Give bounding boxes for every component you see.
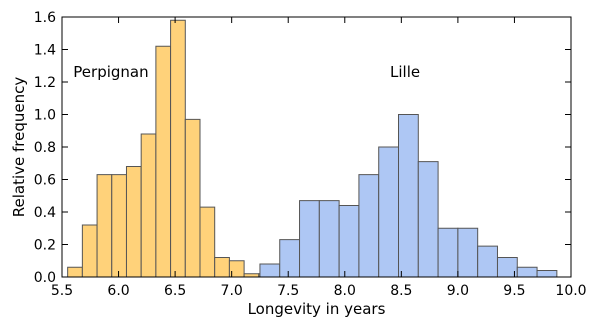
lille-bar <box>417 161 439 278</box>
x-tick-label: 8.0 <box>334 283 356 299</box>
lille-bar <box>457 227 479 278</box>
perpignan-bar <box>170 19 186 278</box>
lille-bar <box>358 174 380 278</box>
y-tick-label: 0.6 <box>34 173 56 189</box>
x-tick-label: 9.5 <box>503 283 525 299</box>
lille-bar <box>398 114 419 278</box>
x-tick-label: 10.0 <box>555 283 586 299</box>
lille-bar <box>299 200 320 278</box>
y-tick-label: 0.2 <box>34 238 56 254</box>
perpignan-bar <box>96 174 113 278</box>
lille-bar <box>536 270 558 278</box>
axis-ticks: 5.5 6.0 6.5 7.0 7.5 8.0 8.5 9.0 9.5 10.0 0.0 0.2 0.4… <box>34 10 587 299</box>
y-tick-label: 1.6 <box>34 10 56 26</box>
y-tick-label: 0.0 <box>34 270 56 286</box>
x-tick-label: 8.5 <box>390 283 412 299</box>
x-tick-label: 6.5 <box>164 283 186 299</box>
y-tick-label: 0.4 <box>34 205 56 221</box>
perpignan-bar <box>140 133 157 278</box>
x-tick-label: 5.5 <box>51 283 73 299</box>
perpignan-bar <box>111 174 127 278</box>
perpignan-bar <box>199 206 216 278</box>
y-tick-label: 0.8 <box>34 140 56 156</box>
perpignan-bar <box>67 266 83 278</box>
lille-label: Lille <box>390 63 420 81</box>
y-tick-label: 1.0 <box>34 108 56 124</box>
x-tick-label: 7.5 <box>277 283 299 299</box>
perpignan-bar <box>125 166 142 278</box>
perpignan-bar <box>184 118 201 278</box>
bars-layer <box>67 19 558 278</box>
y-axis-label: Relative frequency <box>10 77 28 218</box>
perpignan-bar <box>155 45 172 278</box>
x-tick-label: 9.0 <box>447 283 469 299</box>
lille-bar <box>378 146 400 278</box>
lille-bar <box>338 205 360 278</box>
lille-bar <box>279 239 301 278</box>
x-tick-label: 6.0 <box>107 283 129 299</box>
lille-bar <box>259 263 281 278</box>
perpignan-label: Perpignan <box>73 63 148 81</box>
x-tick-label: 7.0 <box>221 283 243 299</box>
lille-bar <box>477 245 498 278</box>
perpignan-bar <box>81 224 98 278</box>
perpignan-bar <box>214 257 230 278</box>
lille-bar <box>318 200 340 278</box>
lille-bar <box>516 266 538 278</box>
y-tick-label: 1.2 <box>34 75 56 91</box>
lille-bar <box>437 227 459 278</box>
y-tick-label: 1.4 <box>34 43 56 59</box>
x-axis-label: Longevity in years <box>248 300 386 318</box>
annotations: Perpignan Lille <box>73 63 420 81</box>
